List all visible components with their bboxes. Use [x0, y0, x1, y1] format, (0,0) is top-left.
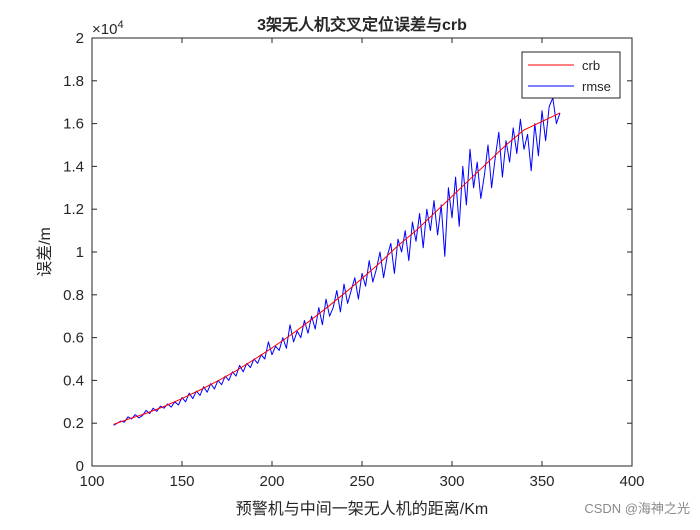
y-tick-label: 1.4	[63, 158, 84, 175]
plot-area	[91, 37, 633, 467]
y-tick-label: 0.8	[63, 287, 84, 304]
x-tick-label: 300	[439, 473, 464, 490]
y-tick-label: 2	[76, 30, 84, 47]
y-tick-label: 1.8	[63, 73, 84, 90]
y-tick-label: 1.6	[63, 116, 84, 133]
legend-label-crb: crb	[582, 58, 600, 73]
x-tick-label: 400	[619, 473, 644, 490]
x-tick-label: 150	[169, 473, 194, 490]
x-tick-label: 100	[79, 473, 104, 490]
y-exponent-label: ×104	[92, 19, 124, 38]
watermark: CSDN @海神之光	[584, 501, 690, 516]
y-tick-label: 0.4	[63, 372, 84, 389]
x-tick-label: 200	[259, 473, 284, 490]
y-tick-label: 1.2	[63, 201, 84, 218]
x-axis-label: 预警机与中间一架无人机的距离/Km	[236, 500, 488, 518]
legend-box	[521, 51, 621, 99]
y-tick-label: 1	[76, 244, 84, 261]
x-tick-label: 250	[349, 473, 374, 490]
y-tick-label: 0.6	[63, 330, 84, 347]
y-axis-label: 误差/m	[36, 227, 54, 277]
y-tick-label: 0.2	[63, 415, 84, 432]
chart-title: 3架无人机交叉定位误差与crb	[257, 15, 467, 34]
series-line-crb	[113, 112, 561, 425]
x-tick-label: 350	[529, 473, 554, 490]
y-tick-label: 0	[76, 458, 84, 475]
exponent-base: ×10	[92, 21, 117, 38]
exponent-power: 4	[117, 19, 123, 31]
legend: crb rmse	[521, 51, 621, 99]
series-group	[113, 97, 561, 426]
axis-ticks: 100 150 200 250 300 350 400 0 0.2 0.4 0.6 0.8 1 1.2 1.…	[63, 30, 644, 490]
legend-label-rmse: rmse	[582, 79, 611, 94]
